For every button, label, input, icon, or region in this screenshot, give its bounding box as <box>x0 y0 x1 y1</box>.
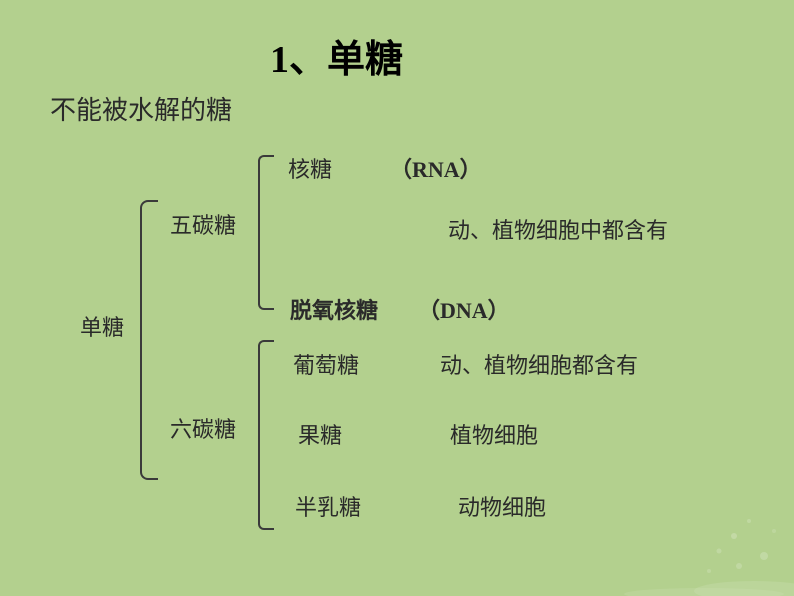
diagram-content: 1、单糖 不能被水解的糖 单糖 五碳糖 核糖 （RNA） 动、植物细胞中都含有 … <box>0 0 794 596</box>
item-galactose-note: 动物细胞 <box>458 490 546 522</box>
item-ribose-name: 核糖 <box>288 157 332 182</box>
item-glucose-name: 葡萄糖 <box>293 353 359 378</box>
item-glucose: 葡萄糖 <box>293 348 359 380</box>
subtitle: 不能被水解的糖 <box>50 90 232 127</box>
item-deoxyribose-note: （DNA） <box>418 293 510 325</box>
water-decoration <box>614 476 794 596</box>
item-deoxyribose-name: 脱氧核糖 <box>290 298 378 323</box>
bracket-root <box>140 200 158 480</box>
pentose-side-note: 动、植物细胞中都含有 <box>448 213 668 245</box>
bracket-pentose <box>258 155 274 310</box>
branch-label-pentose: 五碳糖 <box>170 208 236 240</box>
item-fructose-name: 果糖 <box>298 423 342 448</box>
item-fructose: 果糖 <box>298 418 342 450</box>
title-text: 单糖 <box>327 39 403 81</box>
page-title: 1、单糖 <box>270 28 403 83</box>
item-galactose-name: 半乳糖 <box>295 495 361 520</box>
title-separator: 、 <box>289 39 327 81</box>
item-fructose-note: 植物细胞 <box>450 418 538 450</box>
item-glucose-note: 动、植物细胞都含有 <box>440 348 638 380</box>
bracket-hexose <box>258 340 274 530</box>
root-label: 单糖 <box>80 310 124 342</box>
item-galactose: 半乳糖 <box>295 490 361 522</box>
item-deoxyribose: 脱氧核糖 <box>290 293 378 325</box>
item-ribose-note: （RNA） <box>390 152 482 184</box>
item-ribose: 核糖 <box>288 152 332 184</box>
branch-label-hexose: 六碳糖 <box>170 412 236 444</box>
title-number: 1 <box>270 39 289 81</box>
